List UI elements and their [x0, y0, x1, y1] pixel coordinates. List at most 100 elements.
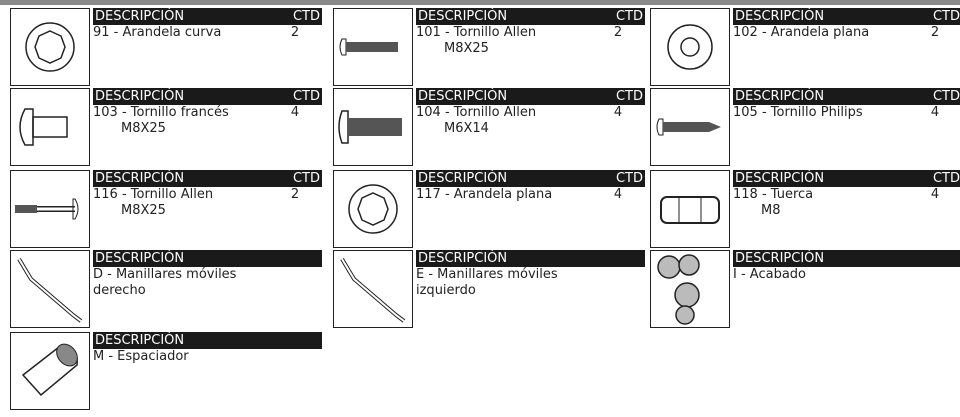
part-cell: DESCRIPCIÓN CTD 102 - Arandela plana 2	[650, 8, 960, 86]
part-icon	[25, 22, 75, 72]
part-icon	[660, 196, 720, 224]
header-bar: DESCRIPCIÓN	[93, 332, 322, 349]
description: 91 - Arandela curva	[93, 25, 283, 41]
qty-label: CTD	[615, 89, 643, 104]
description-label: DESCRIPCIÓN	[418, 171, 508, 186]
part-image	[333, 170, 413, 248]
header-bar: DESCRIPCIÓN CTD	[416, 170, 645, 187]
part-cell: DESCRIPCIÓN E - Manillares móviles izquier…	[333, 250, 648, 328]
quantity: 2	[290, 25, 300, 40]
part-icon	[17, 257, 83, 323]
part-image	[10, 170, 90, 248]
part-icon	[339, 38, 398, 56]
description-line: 105 - Tornillo Philips	[733, 105, 863, 120]
part-cell: DESCRIPCIÓN CTD 116 - Tornillo Allen M8X25 2	[10, 170, 325, 248]
description-label: DESCRIPCIÓN	[95, 89, 185, 104]
description-line: M - Espaciador	[93, 349, 189, 364]
description: 104 - Tornillo Allen M6X14	[416, 105, 606, 137]
description-line: 118 - Tuerca	[733, 187, 814, 202]
description: D - Manillares móviles derecho	[93, 267, 283, 299]
part-cell: DESCRIPCIÓN CTD 105 - Tornillo Philips 4	[650, 88, 960, 166]
description-label: DESCRIPCIÓN	[95, 9, 185, 24]
part-image	[333, 88, 413, 166]
header-bar: DESCRIPCIÓN	[93, 250, 322, 267]
part-cell: DESCRIPCIÓN D - Manillares móviles derecho	[10, 250, 325, 328]
part-cell: DESCRIPCIÓN CTD 118 - Tuerca M8 4	[650, 170, 960, 248]
part-icon	[657, 254, 700, 325]
quantity: 2	[930, 25, 940, 40]
description-label: DESCRIPCIÓN	[418, 9, 508, 24]
description: 103 - Tornillo francés M8X25	[93, 105, 283, 137]
description-line: 104 - Tornillo Allen	[416, 105, 537, 120]
qty-label: CTD	[932, 171, 960, 186]
description: 116 - Tornillo Allen M8X25	[93, 187, 283, 219]
header-bar: DESCRIPCIÓN CTD	[733, 88, 960, 105]
description-line: 91 - Arandela curva	[93, 25, 222, 40]
description-label: DESCRIPCIÓN	[418, 89, 508, 104]
part-image	[650, 8, 730, 86]
part-image	[10, 88, 90, 166]
description-line: M8X25	[444, 41, 489, 56]
description-label: DESCRIPCIÓN	[735, 171, 825, 186]
description: I - Acabado	[733, 267, 923, 283]
description: 102 - Arandela plana	[733, 25, 923, 41]
description: 105 - Tornillo Philips	[733, 105, 923, 121]
qty-label: CTD	[292, 89, 320, 104]
part-cell: DESCRIPCIÓN CTD 104 - Tornillo Allen M6X14 4	[333, 88, 648, 166]
part-image	[333, 8, 413, 86]
description-line: M8	[761, 203, 781, 218]
description-label: DESCRIPCIÓN	[735, 89, 825, 104]
header-bar: DESCRIPCIÓN CTD	[93, 170, 322, 187]
qty-label: CTD	[292, 9, 320, 24]
description-line: I - Acabado	[733, 267, 806, 282]
description-line: E - Manillares móviles	[416, 267, 558, 282]
description: 117 - Arandela plana	[416, 187, 606, 203]
part-cell: DESCRIPCIÓN CTD 117 - Arandela plana 4	[333, 170, 648, 248]
description: 118 - Tuerca M8	[733, 187, 923, 219]
header-bar: DESCRIPCIÓN CTD	[93, 8, 322, 25]
header-bar: DESCRIPCIÓN CTD	[733, 170, 960, 187]
header-bar: DESCRIPCIÓN CTD	[416, 88, 645, 105]
description-label: DESCRIPCIÓN	[95, 171, 185, 186]
part-cell: DESCRIPCIÓN M - Espaciador	[10, 332, 325, 410]
part-image	[650, 88, 730, 166]
quantity: 4	[930, 187, 940, 202]
description: M - Espaciador	[93, 349, 283, 365]
header-bar: DESCRIPCIÓN	[416, 250, 645, 267]
part-image	[650, 170, 730, 248]
description-line: 116 - Tornillo Allen	[93, 187, 214, 202]
part-cell: DESCRIPCIÓN CTD 103 - Tornillo francés M8X2…	[10, 88, 325, 166]
part-image	[10, 8, 90, 86]
qty-label: CTD	[615, 171, 643, 186]
qty-label: CTD	[932, 9, 960, 24]
header-bar: DESCRIPCIÓN CTD	[733, 8, 960, 25]
qty-label: CTD	[292, 171, 320, 186]
part-image	[10, 332, 90, 410]
part-image	[10, 250, 90, 328]
description-line: D - Manillares móviles	[93, 267, 237, 282]
quantity: 4	[613, 105, 623, 120]
description-line: izquierdo	[416, 283, 476, 298]
description-label: DESCRIPCIÓN	[735, 9, 825, 24]
description-line: M6X14	[444, 121, 489, 136]
description-line: 102 - Arandela plana	[733, 25, 870, 40]
part-icon	[338, 110, 402, 144]
part-icon	[656, 118, 721, 136]
part-cell: DESCRIPCIÓN I - Acabado	[650, 250, 960, 328]
part-icon	[340, 257, 406, 323]
quantity: 4	[930, 105, 940, 120]
description-line: 103 - Tornillo francés	[93, 105, 229, 120]
part-cell: DESCRIPCIÓN CTD 101 - Tornillo Allen M8X25 2	[333, 8, 648, 86]
header-bar: DESCRIPCIÓN CTD	[93, 88, 322, 105]
header-bar: DESCRIPCIÓN CTD	[416, 8, 645, 25]
description: E - Manillares móviles izquierdo	[416, 267, 606, 299]
description-line: 101 - Tornillo Allen	[416, 25, 537, 40]
part-icon	[21, 343, 78, 397]
part-icon	[15, 198, 79, 220]
description-label: DESCRIPCIÓN	[95, 251, 185, 266]
description-label: DESCRIPCIÓN	[418, 251, 508, 266]
part-cell: DESCRIPCIÓN CTD 91 - Arandela curva 2	[10, 8, 325, 86]
part-image	[650, 250, 730, 328]
description-line: derecho	[93, 283, 146, 298]
